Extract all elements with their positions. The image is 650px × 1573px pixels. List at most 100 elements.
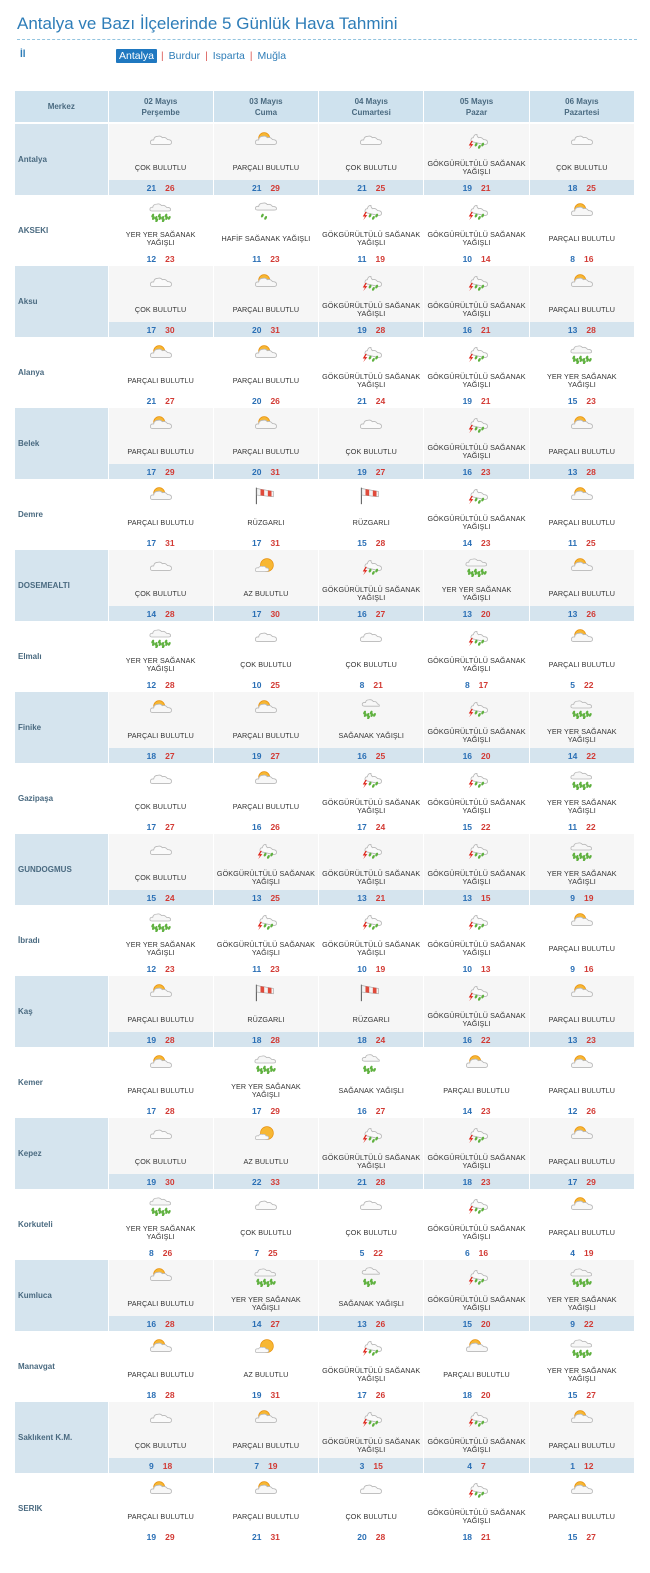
forecast-cell: RÜZGARLI 18 28 [213,976,320,1047]
temperature-range: 15 27 [530,1387,634,1402]
forecast-cell: PARÇALI BULUTLU 11 25 [529,479,636,550]
temperature-range: 18 23 [424,1174,529,1189]
forecast-cell: PARÇALI BULUTLU 13 26 [529,550,636,621]
low-temperature: 6 [464,1247,470,1258]
icon-zone [424,1260,529,1292]
forecast-cell: ÇOK BULUTLU 17 27 [108,763,214,834]
high-temperature: 33 [270,1176,280,1187]
low-temperature: 5 [570,679,575,690]
icon-zone [319,550,424,582]
condition-text: PARÇALI BULUTLU [232,1512,300,1521]
province-link-2[interactable]: Burdur [168,50,201,62]
forecast-row: Korkuteli YER YER SAĞANAK YAĞIŞLI 8 26 ÇOK B… [15,1189,636,1260]
low-temperature: 21 [357,182,367,193]
forecast-cell: GÖKGÜRÜLTÜLÜ SAĞANAK YAĞIŞLI 8 17 [423,621,530,692]
forecast-cell: GÖKGÜRÜLTÜLÜ SAĞANAK YAĞIŞLI 16 20 [423,692,530,763]
condition-text: GÖKGÜRÜLTÜLÜ SAĞANAK YAĞIŞLI [424,1292,529,1316]
low-temperature: 1 [570,1460,575,1471]
condition-text: YER YER SAĞANAK YAĞIŞLI [547,372,617,389]
condition-text: ÇOK BULUTLU [240,660,292,669]
low-temperature: 19 [146,1034,157,1045]
forecast-cell: GÖKGÜRÜLTÜLÜ SAĞANAK YAĞIŞLI 18 23 [423,1118,530,1189]
high-temperature: 26 [375,1318,386,1329]
header-day-3: 04 Mayıs Cumartesi [318,91,425,124]
partly-cloudy-icon [570,1481,593,1494]
high-temperature: 29 [165,1531,175,1542]
forecast-cell: GÖKGÜRÜLTÜLÜ SAĞANAK YAĞIŞLI 16 22 [423,976,530,1047]
icon-zone [214,1473,318,1505]
partly-cloudy-icon [570,558,593,571]
low-temperature: 17 [251,1105,262,1116]
low-temperature: 18 [567,182,578,193]
temperature-range: 17 28 [109,1103,213,1118]
header-day-date: 04 Mayıs [354,96,388,106]
high-temperature: 23 [165,963,175,974]
high-temperature: 23 [586,1034,596,1045]
condition-text: PARÇALI BULUTLU [529,440,634,464]
icon-zone [319,266,424,298]
city-name: DOSEMEALTI [15,550,109,621]
forecast-row: Finike PARÇALI BULUTLU 18 27 PARÇALI BULUTLU… [15,692,636,763]
icon-zone [109,1331,213,1363]
icon-zone [214,621,318,653]
condition-text: RÜZGARLI [352,518,390,527]
thunder-shower-icon [468,1483,488,1499]
icon-zone [424,1473,528,1505]
condition-text: PARÇALI BULUTLU [529,298,634,322]
icon-zone [319,124,424,156]
low-temperature: 16 [462,1034,473,1045]
temperature-range: 9 19 [529,890,634,905]
partly-cloudy-icon [570,416,593,429]
temperature-range: 16 25 [319,748,424,763]
forecast-cell: YER YER SAĞANAK YAĞIŞLI 9 19 [529,834,636,905]
condition-text: GÖKGÜRÜLTÜLÜ SAĞANAK YAĞIŞLI [424,440,529,464]
icon-zone [213,124,319,156]
condition-text: PARÇALI BULUTLU [548,944,616,953]
forecast-cell: PARÇALI BULUTLU 18 20 [423,1331,530,1402]
high-temperature: 29 [270,1105,280,1116]
temperature-range: 22 33 [213,1174,319,1189]
temperature-range: 16 23 [424,464,529,479]
temperature-range: 18 28 [109,1387,213,1402]
icon-zone [530,337,634,369]
icon-zone [424,976,529,1008]
high-temperature: 21 [373,679,383,690]
forecast-cell: ÇOK BULUTLU 14 28 [108,550,214,621]
high-temperature: 26 [270,821,280,832]
condition-text: ÇOK BULUTLU [240,1228,292,1237]
thunder-shower-icon [362,1341,383,1357]
forecast-header-row: Merkez 02 Mayıs Perşembe 03 Mayıs Cuma 04 … [15,91,636,124]
high-temperature: 28 [375,1176,386,1187]
province-link-1[interactable]: Antalya [116,49,158,63]
high-temperature: 27 [375,1105,386,1116]
temperature-range: 10 19 [319,961,423,976]
temperature-range: 12 28 [109,677,213,692]
icon-zone [424,408,529,440]
low-temperature: 19 [251,1389,262,1400]
icon-zone [319,479,423,511]
icon-zone [319,621,423,653]
province-link-3[interactable]: Isparta [212,50,245,62]
province-link-4[interactable]: Muğla [257,50,287,62]
icon-zone [424,1331,528,1363]
forecast-cell: YER YER SAĞANAK YAĞIŞLI 12 23 [108,195,214,266]
high-temperature: 7 [481,1460,486,1471]
temperature-range: 11 23 [214,961,318,976]
low-temperature: 10 [462,253,473,264]
icon-zone [319,195,423,227]
header-merkez: Merkez [15,91,109,124]
high-temperature: 27 [270,750,280,761]
condition-text: GÖKGÜRÜLTÜLÜ SAĞANAK YAĞIŞLI [427,372,526,389]
icon-zone [109,621,213,653]
icon-zone [319,1118,424,1150]
condition-text: YER YER SAĞANAK YAĞIŞLI [547,798,617,815]
forecast-cell: GÖKGÜRÜLTÜLÜ SAĞANAK YAĞIŞLI 10 14 [423,195,530,266]
city-name: Kepez [15,1118,109,1189]
low-temperature: 16 [462,466,473,477]
low-temperature: 21 [146,395,157,406]
high-temperature: 25 [586,182,596,193]
temperature-range: 1 12 [529,1458,634,1473]
forecast-cell: GÖKGÜRÜLTÜLÜ SAĞANAK YAĞIŞLI 18 21 [423,1473,530,1544]
low-temperature: 21 [251,1531,262,1542]
